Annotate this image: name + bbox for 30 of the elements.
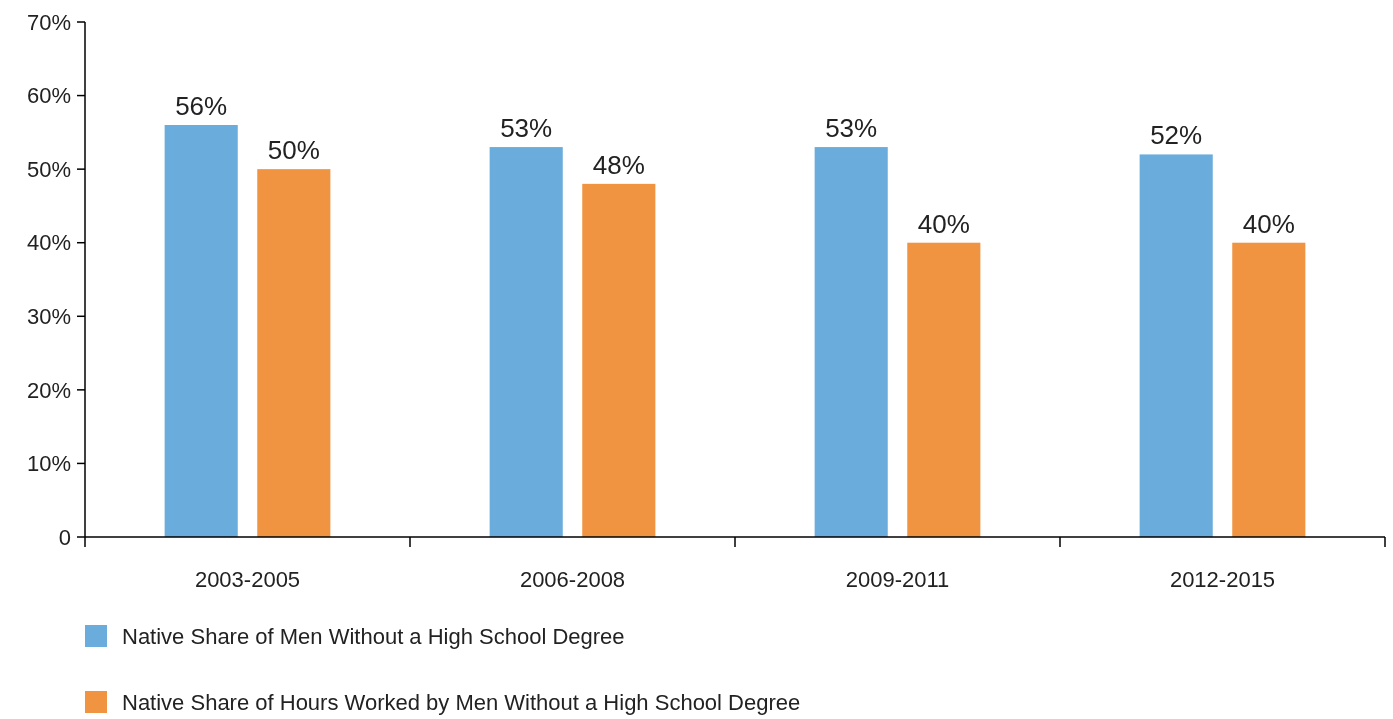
data-label: 56% bbox=[175, 91, 228, 121]
bar bbox=[907, 242, 981, 537]
y-tick-label: 0 bbox=[58, 524, 71, 550]
y-tick-label: 40% bbox=[26, 230, 71, 256]
y-tick-label: 60% bbox=[26, 83, 71, 109]
y-tick-label: 20% bbox=[26, 377, 71, 403]
bar bbox=[164, 125, 238, 537]
data-label: 40% bbox=[1242, 208, 1295, 239]
data-label: 40% bbox=[917, 208, 970, 239]
bar bbox=[489, 147, 563, 537]
data-label: 52% bbox=[1150, 120, 1203, 151]
y-tick-label: 50% bbox=[26, 156, 71, 182]
bar bbox=[1139, 154, 1213, 537]
bar bbox=[582, 183, 656, 537]
y-tick-label: 70% bbox=[26, 9, 71, 35]
data-label: 48% bbox=[592, 149, 645, 180]
y-tick-label: 10% bbox=[26, 451, 71, 477]
x-tick-label: 2012-2015 bbox=[1169, 567, 1276, 592]
y-tick-label: 30% bbox=[26, 303, 71, 329]
bar bbox=[1232, 242, 1306, 537]
data-label: 53% bbox=[825, 113, 878, 144]
legend-label: Native Share of Hours Worked by Men Without a High School Degree bbox=[122, 689, 801, 715]
bar bbox=[814, 147, 888, 537]
x-tick-label: 2009-2011 bbox=[845, 567, 950, 592]
x-tick-label: 2006-2008 bbox=[519, 567, 626, 592]
x-tick-label: 2003-2005 bbox=[194, 567, 301, 592]
data-label: 53% bbox=[500, 113, 553, 144]
data-label: 50% bbox=[267, 135, 320, 166]
legend-label: Native Share of Men Without a High School Degree bbox=[122, 623, 625, 649]
bar bbox=[257, 169, 331, 537]
